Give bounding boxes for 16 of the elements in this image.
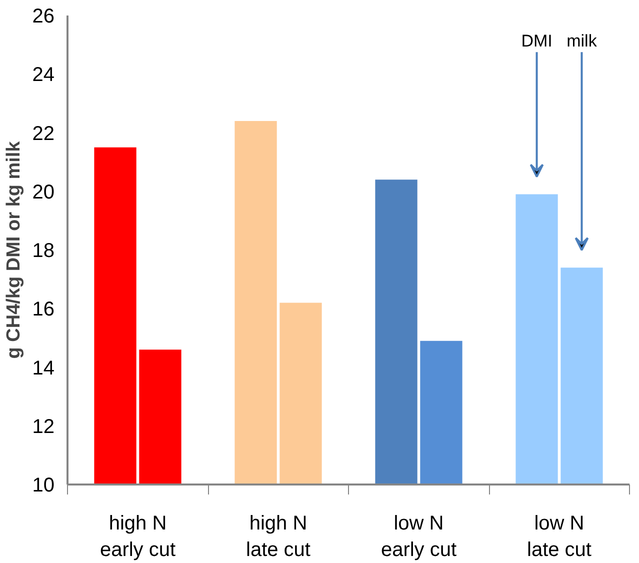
y-tick-label: 26 [32, 6, 55, 28]
y-tick-label: 20 [32, 181, 55, 204]
text: DMI [521, 32, 552, 51]
x-tick-label: high N early cut [100, 512, 176, 561]
y-tick-label: 10 [32, 474, 55, 496]
y-tick-label: 12 [32, 416, 55, 438]
x-tick-label: low N early cut [380, 512, 457, 561]
x-tick-label: high N late cut [246, 512, 311, 561]
text: milk [566, 32, 598, 51]
y-tick-label: 24 [32, 64, 55, 86]
x-tick-label: low N late cut [527, 512, 592, 561]
y-tick-label: 14 [32, 357, 55, 380]
y-axis-title: g CH4/kg DMI or kg milk [3, 140, 24, 359]
y-tick-label: 16 [32, 298, 55, 321]
y-tick-label: 18 [32, 240, 55, 262]
y-tick-label: 22 [32, 122, 55, 145]
